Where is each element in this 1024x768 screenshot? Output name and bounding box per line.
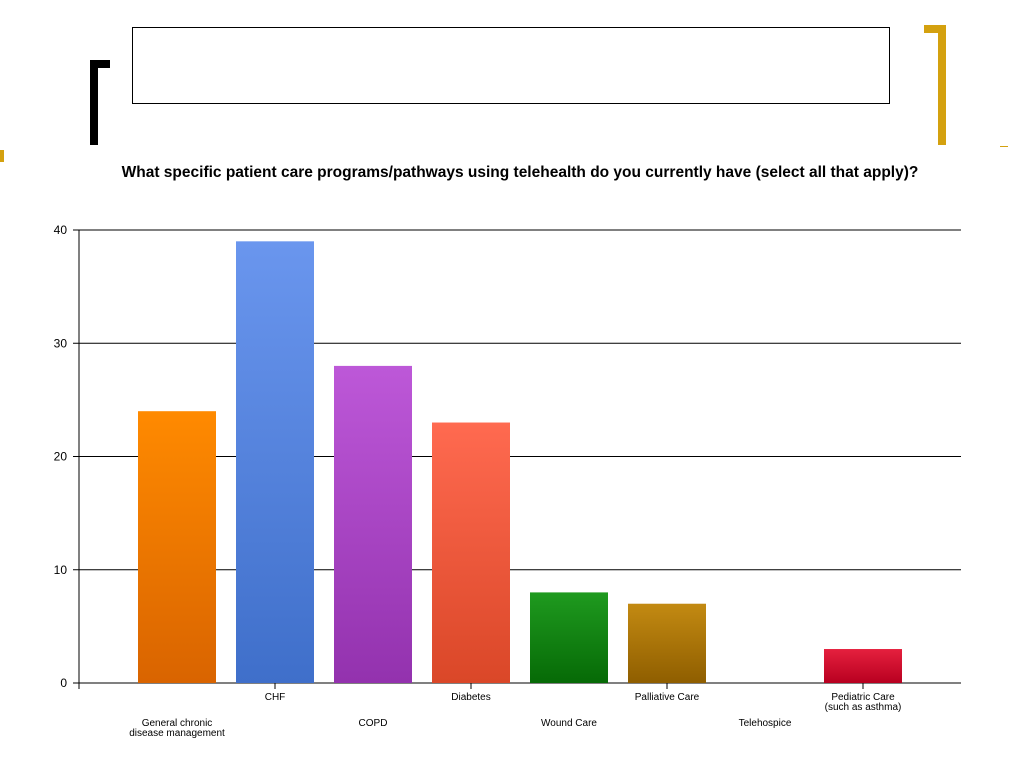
x-category-label: Palliative Care bbox=[635, 692, 700, 703]
bar bbox=[530, 592, 608, 683]
x-category-label: Pediatric Care (such as asthma) bbox=[825, 692, 902, 713]
bar bbox=[236, 241, 314, 683]
x-category-label-line: Diabetes bbox=[451, 692, 490, 703]
x-category-label: Wound Care bbox=[541, 718, 597, 729]
y-tick-label: 30 bbox=[54, 336, 68, 350]
x-category-label: Telehospice bbox=[739, 718, 792, 729]
bar bbox=[432, 422, 510, 683]
x-category-label-line: CHF bbox=[265, 692, 286, 703]
left-bracket-top-decoration bbox=[90, 60, 110, 68]
x-category-label: Diabetes bbox=[451, 692, 490, 703]
x-category-label-line: Wound Care bbox=[541, 718, 597, 729]
y-tick-label: 40 bbox=[54, 223, 68, 237]
x-category-label-line: disease management bbox=[129, 728, 225, 739]
right-bracket-top-decoration bbox=[924, 25, 946, 33]
bar bbox=[334, 365, 412, 683]
y-tick-label: 10 bbox=[54, 563, 68, 577]
x-category-label-line: COPD bbox=[359, 718, 388, 729]
x-category-label-line: General chronic bbox=[142, 718, 213, 729]
slide-title-box[interactable] bbox=[132, 27, 890, 104]
chart-title: What specific patient care programs/path… bbox=[121, 164, 919, 181]
y-tick-label: 20 bbox=[54, 450, 68, 464]
left-bracket-decoration bbox=[90, 60, 98, 145]
x-category-label-line: Telehospice bbox=[739, 718, 792, 729]
x-category-label: CHF bbox=[265, 692, 286, 703]
bar bbox=[824, 649, 902, 683]
right-edge-mark bbox=[1000, 146, 1008, 147]
right-bracket-decoration bbox=[938, 25, 946, 145]
x-category-label-line: (such as asthma) bbox=[825, 702, 902, 713]
left-edge-mark bbox=[0, 150, 4, 162]
x-category-label-line: Pediatric Care bbox=[831, 692, 895, 703]
x-category-label-line: Palliative Care bbox=[635, 692, 700, 703]
bar bbox=[138, 411, 216, 683]
y-tick-label: 0 bbox=[60, 676, 67, 690]
x-category-label: General chronic disease management bbox=[129, 718, 225, 739]
x-category-label: COPD bbox=[359, 718, 388, 729]
bar bbox=[628, 603, 706, 683]
